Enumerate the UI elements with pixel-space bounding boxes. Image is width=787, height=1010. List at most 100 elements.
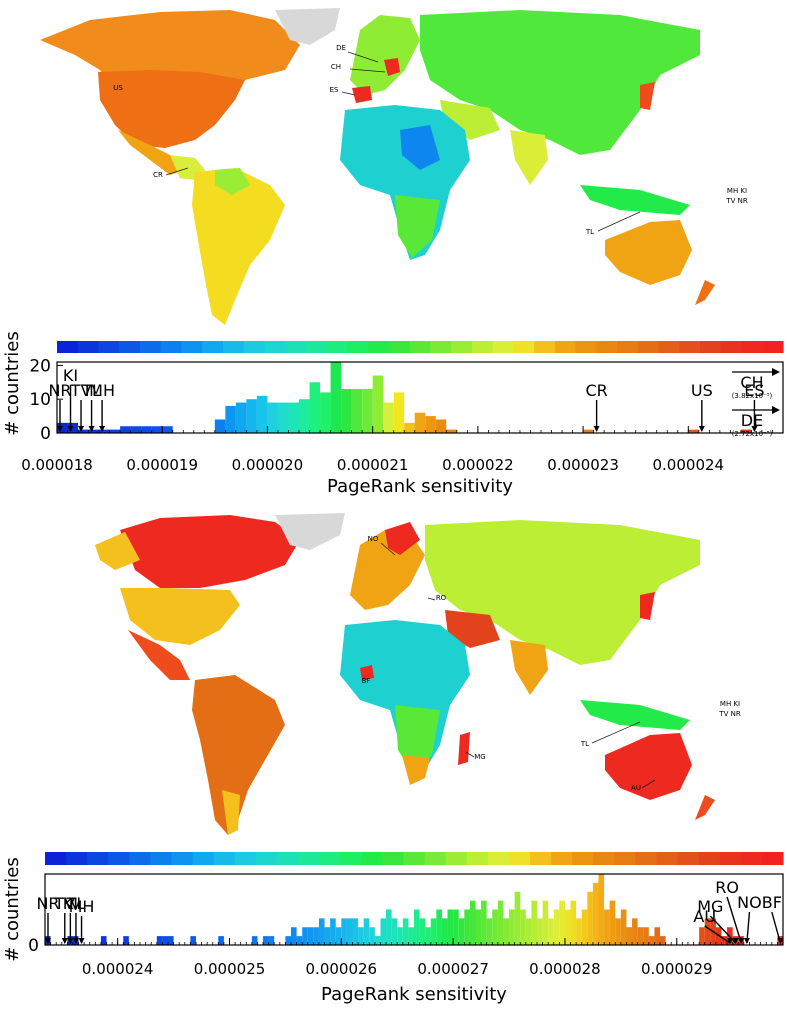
histogram-bar [592,882,599,945]
bars [57,362,752,433]
colorbar-segment [255,852,278,865]
histogram-bar [372,375,384,433]
map-region-south-america-b-yellow [222,790,240,835]
map-region-canada-b [120,515,300,588]
histogram-bar [525,918,532,945]
histogram-bar [67,422,79,433]
map-region-africa-blue [400,125,440,170]
colorbar-segment [529,852,552,865]
annotation-label: US [691,381,713,400]
histogram-bar [548,918,554,945]
histogram-bar [559,900,565,945]
map-region-es [352,86,372,103]
histogram-bar [435,419,447,433]
histogram-bar [346,918,353,945]
map-country-label: US [113,84,123,92]
plot-frame [56,361,784,434]
histogram-bar [320,392,331,433]
colorbar-segment [171,852,194,865]
x-tick-label: 0.000029 [641,960,713,978]
map-leader-line [465,751,475,758]
annotation-arrowhead [751,426,758,432]
histogram-bar [704,918,711,945]
histogram-bar [446,429,457,433]
colorbar-segment [635,852,658,865]
x-tick-label: 0.000023 [547,456,619,474]
colorbar-segment [108,852,130,865]
colorbar-segment [656,852,679,865]
annotation-arrowhead [67,426,74,432]
annotation-label: BF [762,893,782,912]
histogram-bar [162,936,168,945]
histogram-bar [351,389,363,433]
colorbar-segment [150,852,173,865]
x-axis-label: PageRank sensitivity [321,984,507,1005]
offscale-label: DE [741,411,763,430]
histogram-bar [654,927,660,945]
histogram-bar [335,927,342,945]
histogram-bar [583,429,594,433]
histogram-bar [256,395,268,433]
map-country-label: TL [580,740,589,748]
colorbar-segment [276,852,299,865]
histogram-bar [609,900,616,945]
histogram-bar [358,927,364,945]
histogram-bar [397,927,403,945]
histogram-bar [246,399,257,433]
histogram-bar [475,909,482,945]
colorbar-segment [264,341,286,353]
map-leader-line [591,721,641,744]
offscale-value: (3.82x10⁻⁵) [732,392,773,400]
histogram-bar [469,900,476,945]
map-region-greenland [275,8,340,45]
map-region-de [384,58,400,76]
histogram-bar [492,909,498,945]
histogram-bar [214,419,226,433]
map-region-europe [350,15,420,95]
colorbar [57,341,784,353]
annotation-label: AU [693,907,716,926]
map-country-label: RO [436,594,447,602]
histogram-bar [225,405,236,433]
map-region-indonesia-b [580,700,690,730]
histogram-bar [570,900,577,945]
colorbar-segment [596,341,618,353]
annotation-label: MG [697,897,723,916]
histogram-bar [447,909,454,945]
histogram-bar [363,918,370,945]
histogram-bar [109,429,121,433]
map-country-label: MH KI [720,700,740,708]
histogram-bar [537,918,543,945]
x-tick-label: 0.000021 [337,456,409,474]
colorbar-segment [243,341,266,353]
histogram-bar [341,918,347,945]
histogram-bar [576,918,582,945]
annotation-arrowhead [57,426,63,432]
map-labels-top: DE CH ES US CR TL MH KI TV NR [113,44,748,236]
histogram-bar [503,918,510,945]
histogram-bar [277,402,289,433]
map-region-africa [340,105,470,260]
x-tick-label: 0.000018 [21,456,93,474]
map-region-bf [360,665,374,680]
annotation-arrowhead [72,938,79,944]
histogram-bar [408,927,414,945]
x-tick-label: 0.000022 [442,456,514,474]
map-country-label: AU [631,784,641,792]
histogram-bar [99,429,110,433]
colorbar-segment [368,341,390,353]
histogram-bar [168,936,174,945]
annotation-label: MH [69,897,95,916]
bars [45,874,783,945]
colorbar-segment [637,341,660,353]
colorbar-segment [129,852,152,865]
histogram-bar [330,918,336,945]
histogram-bar [309,382,321,433]
annotation-arrow [726,896,742,944]
histogram-bar [341,389,352,433]
histogram-bar [302,927,308,945]
colorbar-segment [487,852,510,865]
map-region-au [605,733,692,800]
annotation-label: TV [70,381,92,400]
